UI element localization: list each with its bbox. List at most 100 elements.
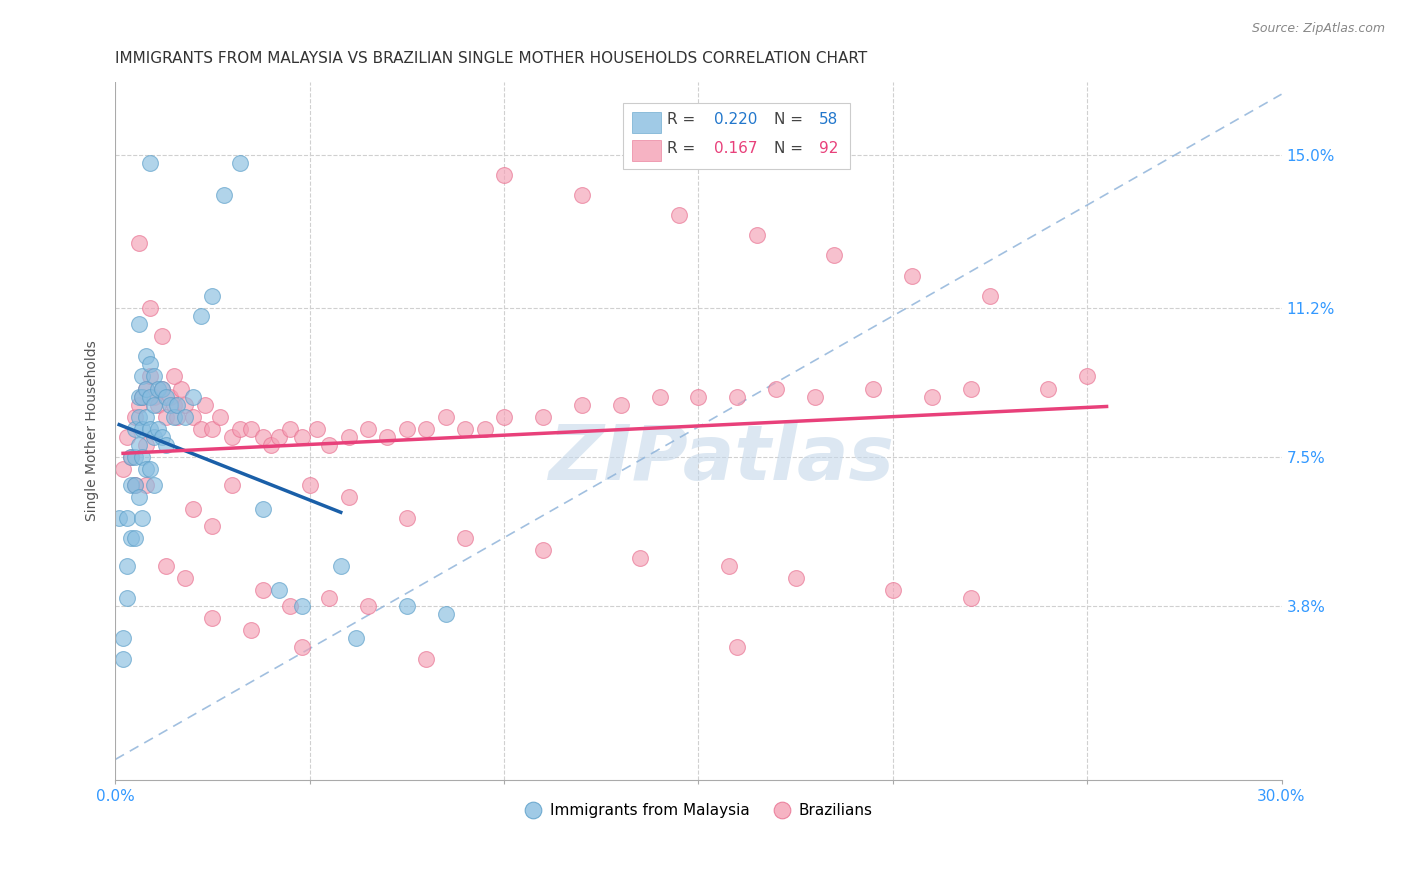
Point — [357, 599, 380, 614]
Point — [135, 382, 157, 396]
Point — [120, 450, 142, 464]
Point — [201, 422, 224, 436]
Point — [252, 430, 274, 444]
Point — [124, 409, 146, 424]
Text: N =: N = — [775, 112, 803, 128]
Point — [139, 301, 162, 315]
Point — [454, 422, 477, 436]
Point — [146, 398, 169, 412]
Point — [124, 450, 146, 464]
Point — [278, 599, 301, 614]
Point — [531, 542, 554, 557]
Point — [688, 390, 710, 404]
Point — [174, 409, 197, 424]
Point — [166, 398, 188, 412]
Point — [124, 422, 146, 436]
Point — [318, 438, 340, 452]
Text: 0.167: 0.167 — [714, 142, 756, 156]
Point — [155, 438, 177, 452]
Point — [150, 430, 173, 444]
Point — [979, 289, 1001, 303]
Point — [260, 438, 283, 452]
Point — [135, 438, 157, 452]
Point — [181, 390, 204, 404]
Point — [823, 248, 845, 262]
Point — [434, 607, 457, 622]
Point — [143, 478, 166, 492]
Point — [131, 450, 153, 464]
Point — [159, 390, 181, 404]
Point — [318, 591, 340, 606]
Point — [135, 349, 157, 363]
Y-axis label: Single Mother Households: Single Mother Households — [86, 341, 100, 521]
Point — [146, 422, 169, 436]
Point — [174, 398, 197, 412]
Point — [139, 155, 162, 169]
Point — [150, 382, 173, 396]
Point — [291, 430, 314, 444]
Point — [162, 398, 184, 412]
Point — [357, 422, 380, 436]
Point — [143, 390, 166, 404]
Point — [804, 390, 827, 404]
Point — [115, 558, 138, 573]
Point — [395, 599, 418, 614]
Point — [901, 268, 924, 283]
Point — [765, 382, 787, 396]
Point — [344, 632, 367, 646]
Point — [124, 478, 146, 492]
Point — [120, 450, 142, 464]
Point — [298, 478, 321, 492]
Point — [571, 398, 593, 412]
Point — [959, 591, 981, 606]
Point — [718, 558, 741, 573]
Point — [128, 398, 150, 412]
Point — [201, 289, 224, 303]
Point — [221, 478, 243, 492]
Text: 58: 58 — [818, 112, 838, 128]
Point — [240, 624, 263, 638]
Point — [143, 369, 166, 384]
Point — [131, 390, 153, 404]
Point — [221, 430, 243, 444]
Point — [162, 409, 184, 424]
Text: IMMIGRANTS FROM MALAYSIA VS BRAZILIAN SINGLE MOTHER HOUSEHOLDS CORRELATION CHART: IMMIGRANTS FROM MALAYSIA VS BRAZILIAN SI… — [115, 51, 868, 66]
Point — [128, 236, 150, 251]
Point — [454, 531, 477, 545]
Point — [143, 398, 166, 412]
Point — [131, 510, 153, 524]
Point — [135, 409, 157, 424]
Point — [668, 208, 690, 222]
Point — [108, 510, 131, 524]
Point — [128, 409, 150, 424]
Point — [492, 409, 515, 424]
Point — [959, 382, 981, 396]
Point — [337, 491, 360, 505]
Point — [329, 558, 352, 573]
Point — [120, 478, 142, 492]
Point — [131, 390, 153, 404]
Point — [139, 462, 162, 476]
Point — [155, 558, 177, 573]
Point — [190, 422, 212, 436]
Point — [1038, 382, 1060, 396]
Point — [628, 550, 651, 565]
Point — [150, 329, 173, 343]
Point — [307, 422, 329, 436]
FancyBboxPatch shape — [631, 140, 661, 161]
Point — [115, 430, 138, 444]
Point — [112, 462, 135, 476]
Point — [228, 155, 250, 169]
Point — [166, 409, 188, 424]
Point — [135, 462, 157, 476]
Point — [190, 309, 212, 323]
Point — [252, 583, 274, 598]
Point — [474, 422, 496, 436]
Point — [395, 510, 418, 524]
Point — [139, 369, 162, 384]
Point — [124, 478, 146, 492]
Point — [128, 317, 150, 331]
FancyBboxPatch shape — [631, 112, 661, 133]
Point — [155, 390, 177, 404]
Point — [291, 599, 314, 614]
